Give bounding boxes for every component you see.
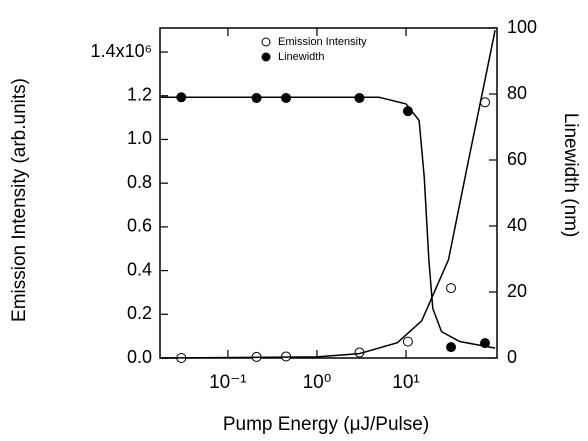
y-tick-label: 0.6 [127,216,152,236]
y-tick-label: 0.8 [127,172,152,192]
data-point [402,336,413,347]
legend-marker [261,37,271,47]
x-axis-label: Pump Energy (μJ/Pulse) [223,414,429,435]
plot-frame [159,27,498,359]
x-tick-label: 10⁰ [303,372,332,393]
y-tick-label: 1.0 [127,128,152,148]
data-point [446,283,457,294]
x-tick-label: 10⁻¹ [209,372,247,393]
legend-marker [261,52,271,62]
fit-curve [160,96,496,349]
y2-tick-label: 40 [507,215,527,235]
y2-tick-label: 80 [507,83,527,103]
y-tick-label: 1.4x10⁶ [91,41,152,61]
y2-axis-label: Linewidth (nm) [560,113,581,238]
legend-label: Emission Intensity [278,36,367,48]
fit-curve [159,30,496,359]
data-point [446,342,457,353]
y2-tick-label: 0 [507,347,517,367]
legend-label: Linewidth [278,51,324,63]
y2-tick-label: 20 [507,281,527,301]
y-tick-label: 0.0 [127,347,152,367]
y-tick-label: 0.2 [127,303,152,323]
y-tick-label: 0.4 [127,259,152,279]
x-tick-label: 10¹ [392,372,419,393]
y2-tick-label: 100 [507,17,537,37]
data-point [480,97,491,108]
y-tick-label: 1.2 [127,84,152,104]
y-axis-label: Emission Intensity (arb.units) [9,78,30,322]
y2-tick-label: 60 [507,149,527,169]
